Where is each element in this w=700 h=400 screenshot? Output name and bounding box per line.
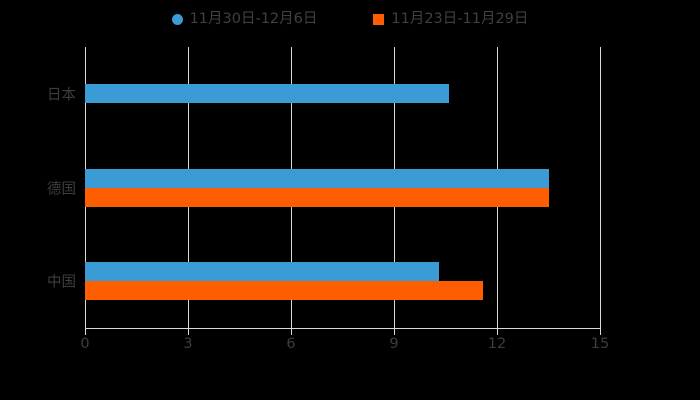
x-tick-label: 12 (487, 336, 507, 352)
bar[interactable] (85, 281, 484, 301)
x-tick-label: 9 (389, 336, 399, 352)
x-tick-mark (600, 329, 601, 335)
chart-legend: 11月30日-12月6日 11月23日-11月29日 (0, 8, 700, 30)
x-tick-label: 6 (286, 336, 296, 352)
x-axis-line (85, 328, 601, 329)
y-category-label: 德国 (47, 181, 76, 197)
x-tick-mark (188, 329, 189, 335)
x-tick-mark (394, 329, 395, 335)
x-tick-mark (291, 329, 292, 335)
bar[interactable] (85, 187, 549, 207)
legend-label-series-2: 11月23日-11月29日 (391, 10, 529, 27)
bar[interactable] (85, 262, 439, 282)
legend-marker-circle-icon (171, 13, 183, 25)
bar[interactable] (85, 168, 549, 188)
legend-label-series-1: 11月30日-12月6日 (189, 10, 318, 27)
x-tick-mark (85, 329, 86, 335)
plot-area (85, 47, 601, 328)
x-tick-mark (497, 329, 498, 335)
x-tick-label: 0 (80, 336, 90, 352)
y-category-label: 日本 (47, 87, 76, 104)
legend-item-series-2[interactable]: 11月23日-11月29日 (373, 12, 528, 27)
x-tick-label: 3 (183, 336, 193, 352)
bar[interactable] (85, 84, 449, 104)
y-category-label: 中国 (47, 274, 76, 291)
legend-item-series-1[interactable]: 11月30日-12月6日 (171, 10, 318, 27)
legend-marker-square-icon (373, 13, 385, 25)
gridline (600, 47, 601, 328)
x-tick-label: 15 (590, 336, 610, 352)
